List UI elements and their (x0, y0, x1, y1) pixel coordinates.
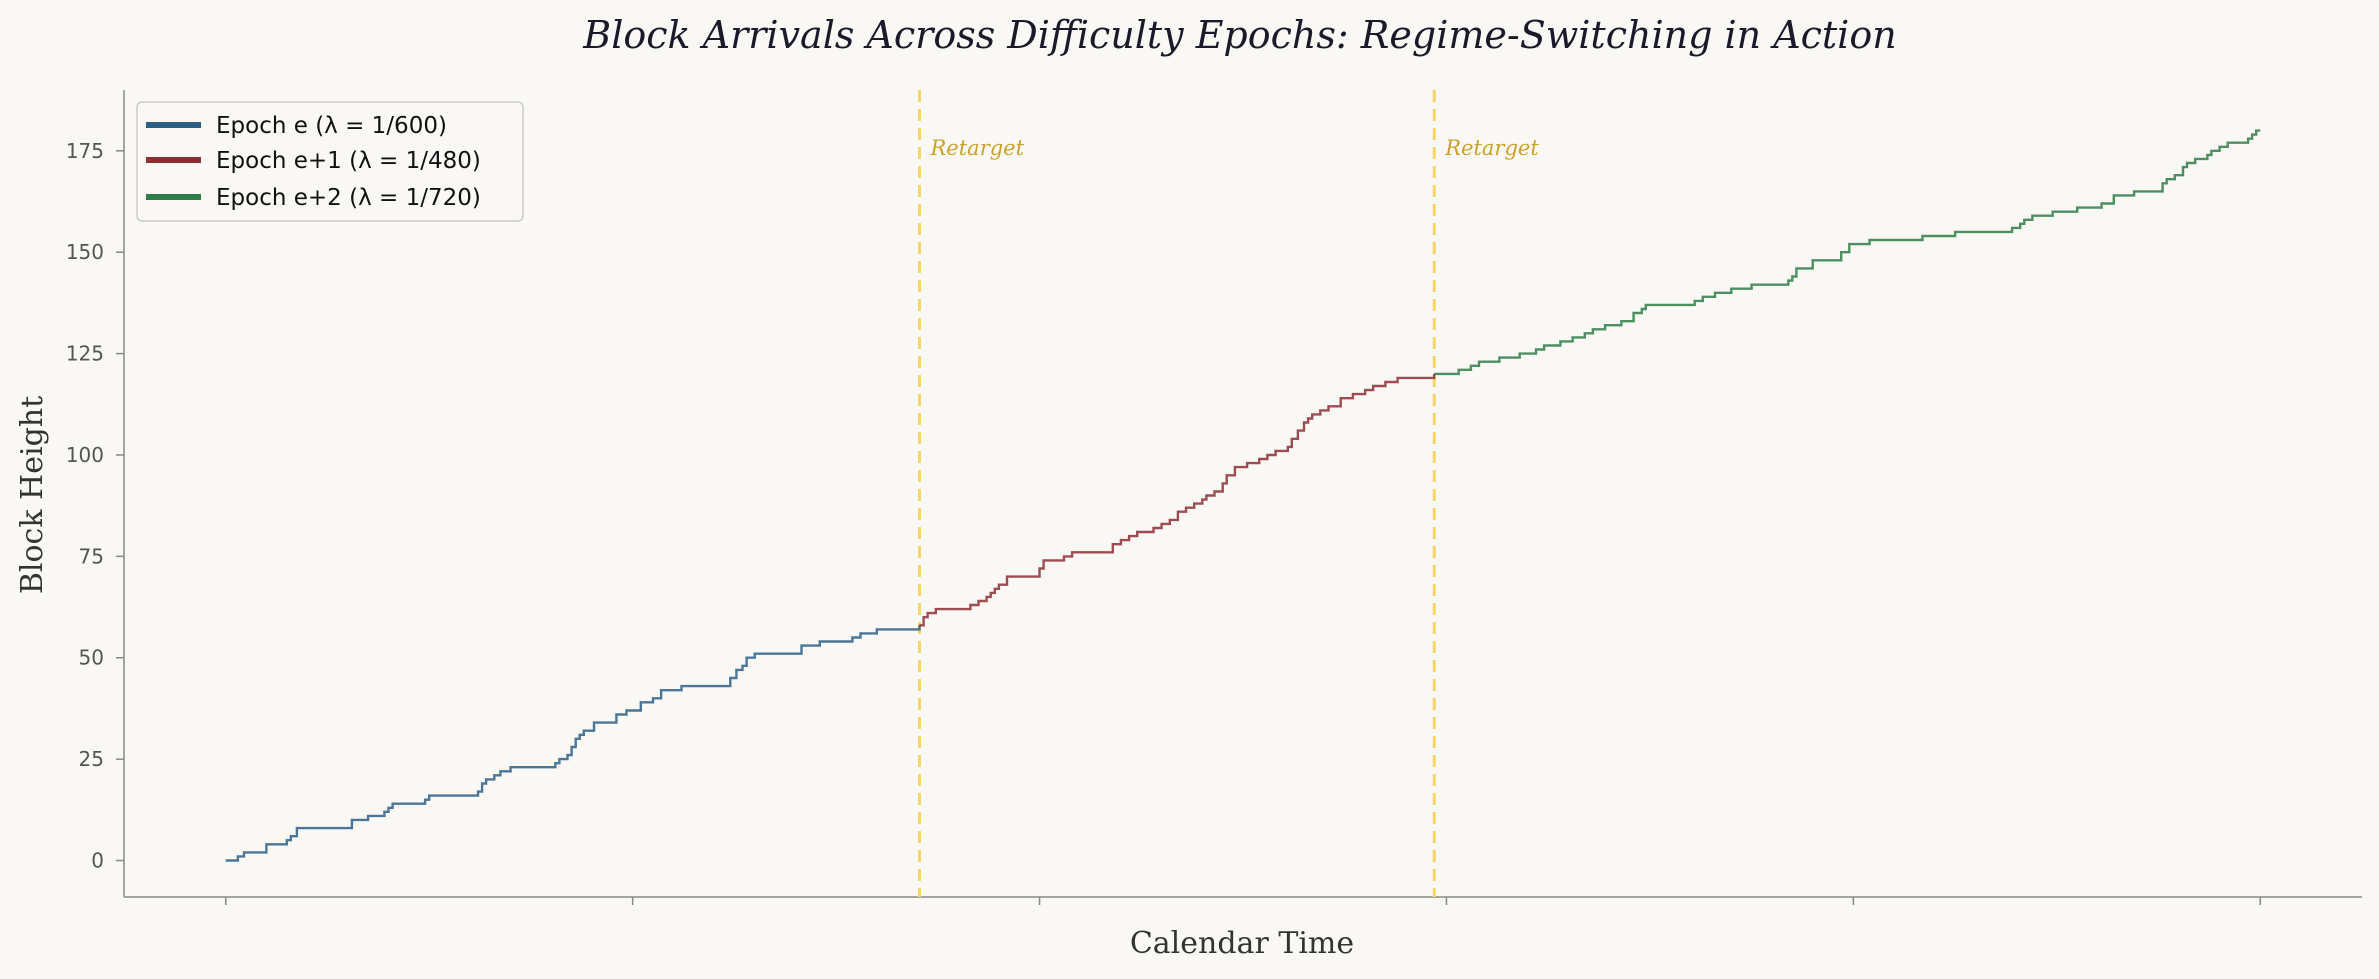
y-tick-label-125: 125 (66, 342, 104, 366)
retarget-markers: Retarget Retarget (918, 90, 1539, 897)
series-lines (225, 129, 2261, 862)
y-tick-label-0: 0 (91, 849, 104, 873)
x-axis-label: Calendar Time (1130, 926, 1354, 961)
y-tick-label-75: 75 (79, 544, 104, 568)
y-ticks: 0 25 50 75 100 125 150 175 (66, 139, 124, 873)
y-tick-label-150: 150 (66, 240, 104, 264)
y-axis-label: Block Height (15, 396, 50, 594)
x-ticks (224, 897, 2262, 905)
series-epoch-e1 (919, 373, 1436, 627)
retarget-label-2: Retarget (1444, 136, 1539, 160)
y-tick-label-25: 25 (79, 747, 104, 771)
y-tick-label-50: 50 (79, 646, 104, 670)
retarget-label-1: Retarget (930, 136, 1025, 160)
y-tick-label-175: 175 (66, 139, 104, 163)
series-epoch-e (225, 625, 921, 862)
chart-title: Block Arrivals Across Difficulty Epochs:… (582, 13, 1896, 57)
legend-label-epoch-e: Epoch e (λ = 1/600) (216, 113, 447, 139)
series-epoch-e2 (1434, 129, 2261, 376)
legend-box (136, 101, 524, 222)
y-tick-label-100: 100 (66, 443, 104, 467)
legend-label-epoch-e1: Epoch e+1 (λ = 1/480) (216, 148, 481, 174)
legend: Epoch e (λ = 1/600) Epoch e+1 (λ = 1/480… (136, 101, 524, 222)
axes (123, 90, 2362, 898)
legend-label-epoch-e2: Epoch e+2 (λ = 1/720) (216, 185, 481, 211)
